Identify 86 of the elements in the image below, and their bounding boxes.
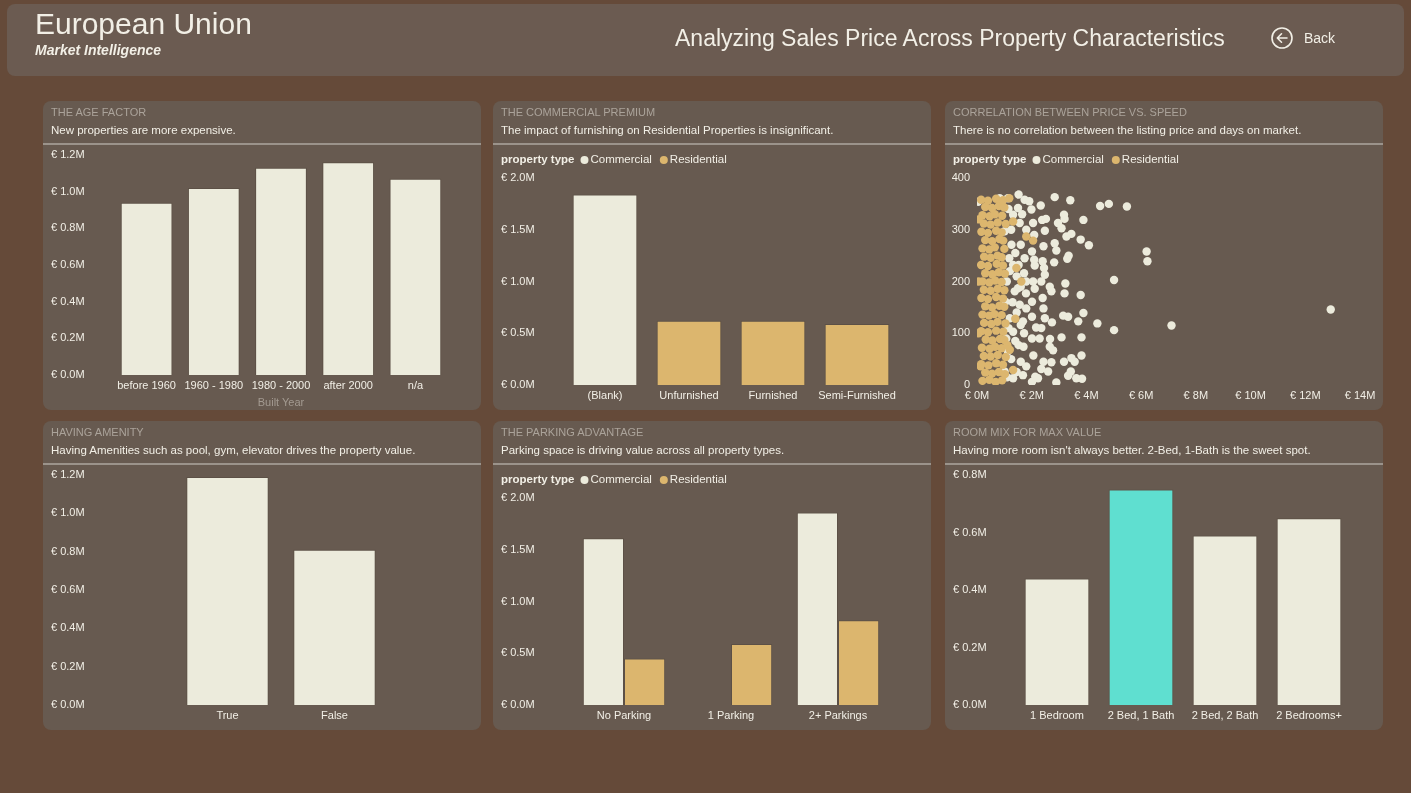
x-tick-label: 1 Bedroom (1030, 708, 1084, 721)
y-tick-label: € 1.0M (501, 594, 535, 607)
y-tick-label: € 0.4M (953, 583, 987, 596)
y-tick-label: € 0.2M (953, 640, 987, 653)
chart-title: HAVING AMENITY (51, 425, 144, 439)
legend-label: Residential (1121, 153, 1179, 166)
y-tick-label: € 1.2M (51, 468, 85, 481)
x-tick-label: Unfurnished (659, 388, 719, 401)
y-tick-label: € 2.0M (501, 491, 535, 504)
y-tick-label: 100 (951, 326, 970, 339)
chart-subtitle: New properties are more expensive. (51, 123, 236, 138)
chart-title: THE COMMERCIAL PREMIUM (501, 105, 656, 119)
x-axis-title: Built Year (257, 396, 305, 409)
x-tick-label: False (321, 708, 348, 721)
text: European Union (35, 7, 252, 41)
y-tick-label: € 2.0M (501, 171, 535, 184)
x-tick-label: € 2M (1019, 388, 1044, 401)
legend-label: Commercial (590, 473, 652, 486)
y-tick-label: € 0.5M (501, 326, 535, 339)
text: Analyzing Sales Price Across Property Characteristics (675, 24, 1225, 52)
y-tick-label: 300 (951, 222, 970, 235)
y-tick-label: € 0.0M (953, 698, 987, 711)
x-tick-label: € 8M (1183, 388, 1209, 401)
y-tick-label: € 0.4M (51, 621, 85, 634)
x-tick-label: No Parking (596, 708, 652, 721)
y-tick-label: € 0.6M (51, 258, 85, 271)
x-tick-label: (Blank) (587, 388, 623, 401)
y-tick-label: € 1.5M (501, 542, 535, 555)
chart-title: ROOM MIX FOR MAX VALUE (953, 425, 1102, 439)
text: Market Intelligence (35, 42, 162, 59)
y-tick-label: € 0.0M (501, 698, 535, 711)
x-tick-label: before 1960 (117, 378, 176, 391)
y-tick-label: € 0.0M (501, 378, 535, 391)
x-tick-label: True (216, 708, 239, 721)
y-tick-label: € 0.2M (51, 659, 85, 672)
y-tick-label: € 0.0M (51, 368, 85, 381)
x-tick-label: € 6M (1128, 388, 1154, 401)
x-tick-label: 2 Bed, 1 Bath (1107, 708, 1175, 721)
legend-label: Commercial (590, 153, 652, 166)
text: Back (1304, 29, 1336, 47)
chart-subtitle: Parking space is driving value across all property types. (501, 443, 785, 458)
y-tick-label: € 1.2M (51, 148, 85, 161)
chart-subtitle: The impact of furnishing on Residential Properties is insignificant. (501, 123, 834, 138)
legend-title: property type (501, 153, 575, 166)
y-tick-label: 200 (951, 274, 970, 287)
x-tick-label: Furnished (748, 388, 798, 401)
y-tick-label: € 0.4M (51, 294, 85, 307)
chart-subtitle: Having more room isn't always better. 2-Bed, 1-Bath is the sweet spot. (953, 443, 1311, 458)
y-tick-label: € 0.5M (501, 646, 535, 659)
chart-title: THE PARKING ADVANTAGE (501, 425, 644, 439)
chart-subtitle: There is no correlation between the listing price and days on market. (953, 123, 1302, 138)
chart-title: THE AGE FACTOR (51, 105, 147, 119)
y-tick-label: € 0.6M (953, 525, 987, 538)
legend-label: Residential (669, 153, 727, 166)
y-tick-label: € 0.2M (51, 331, 85, 344)
y-tick-label: € 0.8M (953, 468, 987, 481)
y-tick-label: 0 (963, 378, 970, 391)
x-tick-label: € 12M (1290, 388, 1321, 401)
legend-label: Commercial (1042, 153, 1104, 166)
x-tick-label: € 10M (1235, 388, 1266, 401)
chart-title: CORRELATION BETWEEN PRICE VS. SPEED (953, 105, 1187, 119)
y-tick-label: € 0.6M (51, 583, 85, 596)
x-tick-label: after 2000 (323, 378, 373, 391)
y-tick-label: € 1.0M (51, 184, 85, 197)
x-tick-label: 2+ Parkings (808, 708, 868, 721)
y-tick-label: € 0.0M (51, 698, 85, 711)
legend-title: property type (501, 473, 575, 486)
x-tick-label: € 4M (1074, 388, 1099, 401)
y-tick-label: € 1.0M (51, 506, 85, 519)
x-tick-label: 2 Bedrooms+ (1276, 708, 1342, 721)
y-tick-label: € 0.8M (51, 544, 85, 557)
y-tick-label: 400 (951, 171, 970, 184)
x-tick-label: 1980 - 2000 (251, 378, 311, 391)
x-tick-label: 1 Parking (707, 708, 755, 721)
y-tick-label: € 0.8M (51, 221, 85, 234)
y-tick-label: € 1.5M (501, 222, 535, 235)
y-tick-label: € 1.0M (501, 274, 535, 287)
chart-subtitle: Having Amenities such as pool, gym, elevator drives the property value. (51, 443, 416, 458)
x-tick-label: Semi-Furnished (818, 388, 896, 401)
x-tick-label: € 14M (1344, 388, 1376, 401)
legend-label: Residential (669, 473, 727, 486)
x-tick-label: 1960 - 1980 (184, 378, 244, 391)
x-tick-label: n/a (407, 378, 424, 391)
x-tick-label: € 0M (964, 388, 990, 401)
legend-title: property type (953, 153, 1027, 166)
x-tick-label: 2 Bed, 2 Bath (1191, 708, 1259, 721)
